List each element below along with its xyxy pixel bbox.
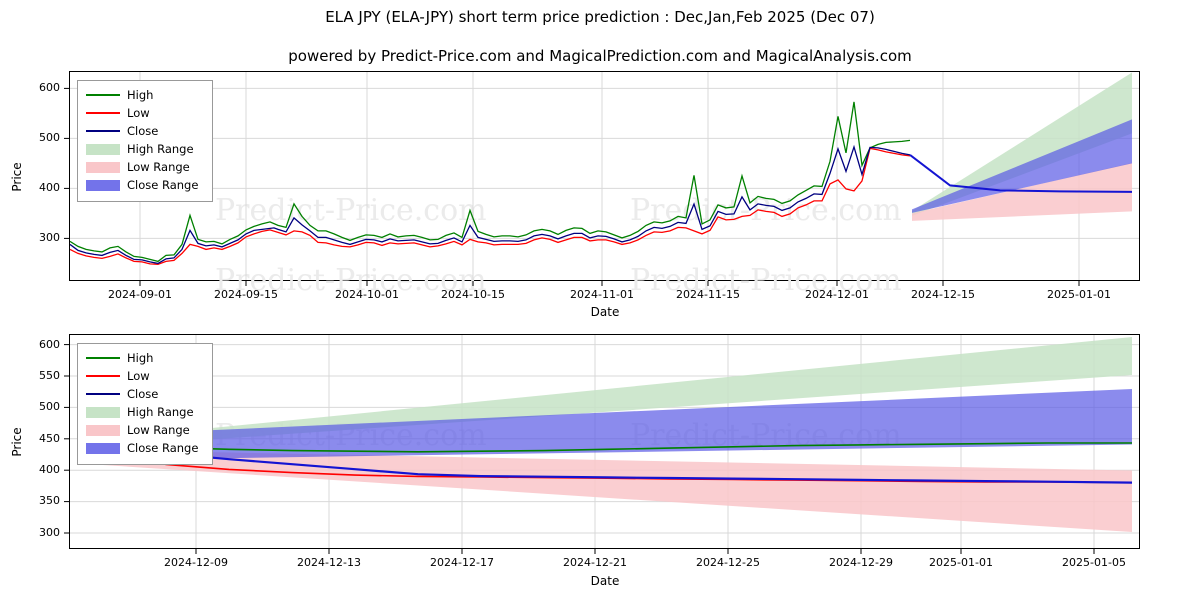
- svg-text:Predict-Price.com: Predict-Price.com: [215, 193, 487, 228]
- close-range-band-detail: [103, 389, 1132, 460]
- bottom-legend: High Low Close High Range Low Range Clos…: [77, 343, 213, 465]
- high-line: [70, 101, 911, 263]
- top-xtick-1: 2024-09-15: [214, 288, 278, 301]
- svg-text:Predict-Price.com: Predict-Price.com: [215, 263, 487, 298]
- legend-item-low-range: Low Range: [86, 421, 204, 439]
- top-legend: High Low Close High Range Low Range Clos…: [77, 80, 213, 202]
- top-yaxis-label: Price: [10, 162, 24, 192]
- high-range-band-detail: [103, 337, 1132, 447]
- legend-label: Low: [127, 369, 150, 383]
- svg-text:Predict-Price.com: Predict-Price.com: [630, 263, 902, 298]
- legend-label: Close Range: [127, 178, 199, 192]
- legend-item-high: High: [86, 349, 204, 367]
- legend-item-high-range: High Range: [86, 140, 204, 158]
- low-range-swatch: [86, 424, 120, 436]
- legend-item-close: Close: [86, 122, 204, 140]
- top-xtick-5: 2024-11-15: [676, 288, 740, 301]
- legend-label: Close: [127, 387, 159, 401]
- legend-item-high-range: High Range: [86, 403, 204, 421]
- legend-item-high: High: [86, 86, 204, 104]
- bottom-xtick-3: 2024-12-21: [563, 556, 627, 569]
- legend-label: Low Range: [127, 423, 190, 437]
- page-title: ELA JPY (ELA-JPY) short term price predi…: [325, 8, 875, 26]
- bottom-xtick-2: 2024-12-17: [430, 556, 494, 569]
- low-line-swatch: [86, 370, 120, 382]
- bottom-ytick-400: 400: [39, 463, 60, 476]
- bottom-xtick-1: 2024-12-13: [297, 556, 361, 569]
- high-line-detail: [102, 442, 1132, 453]
- top-xtick-3: 2024-10-15: [441, 288, 505, 301]
- top-xtick-8: 2025-01-01: [1047, 288, 1111, 301]
- close-range-band: [912, 119, 1132, 213]
- legend-label: High: [127, 351, 154, 365]
- close-range-swatch: [86, 442, 120, 454]
- legend-label: Close Range: [127, 441, 199, 455]
- high-range-swatch: [86, 406, 120, 418]
- bottom-plot-area: [69, 334, 1140, 549]
- close-range-swatch: [86, 179, 120, 191]
- top-ytick-500: 500: [39, 131, 60, 144]
- top-xtick-7: 2024-12-15: [911, 288, 975, 301]
- legend-item-low: Low: [86, 104, 204, 122]
- high-range-swatch: [86, 143, 120, 155]
- top-ytick-600: 600: [39, 81, 60, 94]
- legend-label: Close: [127, 124, 159, 138]
- legend-label: High Range: [127, 142, 194, 156]
- top-plot-area: [69, 71, 1140, 281]
- bottom-xaxis-label: Date: [590, 574, 620, 588]
- low-line: [70, 147, 911, 266]
- page-subtitle: powered by Predict-Price.com and Magical…: [288, 47, 912, 65]
- low-range-band: [912, 162, 1132, 221]
- bottom-xtick-5: 2024-12-29: [829, 556, 893, 569]
- low-line-swatch: [86, 107, 120, 119]
- close-forecast-line: [909, 154, 1133, 193]
- bottom-ytick-600: 600: [39, 338, 60, 351]
- top-xtick-2: 2024-10-01: [335, 288, 399, 301]
- bottom-yaxis-label: Price: [10, 427, 24, 457]
- legend-label: High Range: [127, 405, 194, 419]
- bottom-xtick-0: 2024-12-09: [164, 556, 228, 569]
- top-chart-svg: Predict-Price.com Predict-Price.com Pred…: [64, 72, 1139, 298]
- bottom-ytick-450: 450: [39, 432, 60, 445]
- close-line-swatch: [86, 388, 120, 400]
- legend-item-low: Low: [86, 367, 204, 385]
- high-line-swatch: [86, 352, 120, 364]
- high-line-swatch: [86, 89, 120, 101]
- low-range-swatch: [86, 161, 120, 173]
- top-ytick-400: 400: [39, 181, 60, 194]
- top-ytick-300: 300: [39, 231, 60, 244]
- high-range-band: [912, 72, 1132, 216]
- bottom-chart-panel: Predict-Price.com Predict-Price.com: [0, 325, 1200, 600]
- legend-label: Low: [127, 106, 150, 120]
- bottom-ytick-350: 350: [39, 494, 60, 507]
- legend-item-close-range: Close Range: [86, 439, 204, 457]
- top-chart-panel: Predict-Price.com Predict-Price.com Pred…: [0, 60, 1200, 319]
- bottom-xtick-4: 2024-12-25: [696, 556, 760, 569]
- legend-item-close: Close: [86, 385, 204, 403]
- legend-item-low-range: Low Range: [86, 158, 204, 176]
- bottom-ytick-500: 500: [39, 400, 60, 413]
- legend-label: High: [127, 88, 154, 102]
- top-xtick-4: 2024-11-01: [570, 288, 634, 301]
- close-line: [70, 144, 911, 265]
- legend-item-close-range: Close Range: [86, 176, 204, 194]
- close-line-detail: [102, 444, 1133, 484]
- top-xtick-6: 2024-12-01: [805, 288, 869, 301]
- bottom-chart-svg: Predict-Price.com Predict-Price.com: [64, 335, 1139, 554]
- bottom-xtick-6: 2025-01-01: [929, 556, 993, 569]
- bottom-xtick-7: 2025-01-05: [1062, 556, 1126, 569]
- legend-label: Low Range: [127, 160, 190, 174]
- top-xaxis-label: Date: [590, 305, 620, 319]
- bottom-ytick-550: 550: [39, 369, 60, 382]
- close-line-swatch: [86, 125, 120, 137]
- bottom-ytick-300: 300: [39, 526, 60, 539]
- top-xtick-0: 2024-09-01: [108, 288, 172, 301]
